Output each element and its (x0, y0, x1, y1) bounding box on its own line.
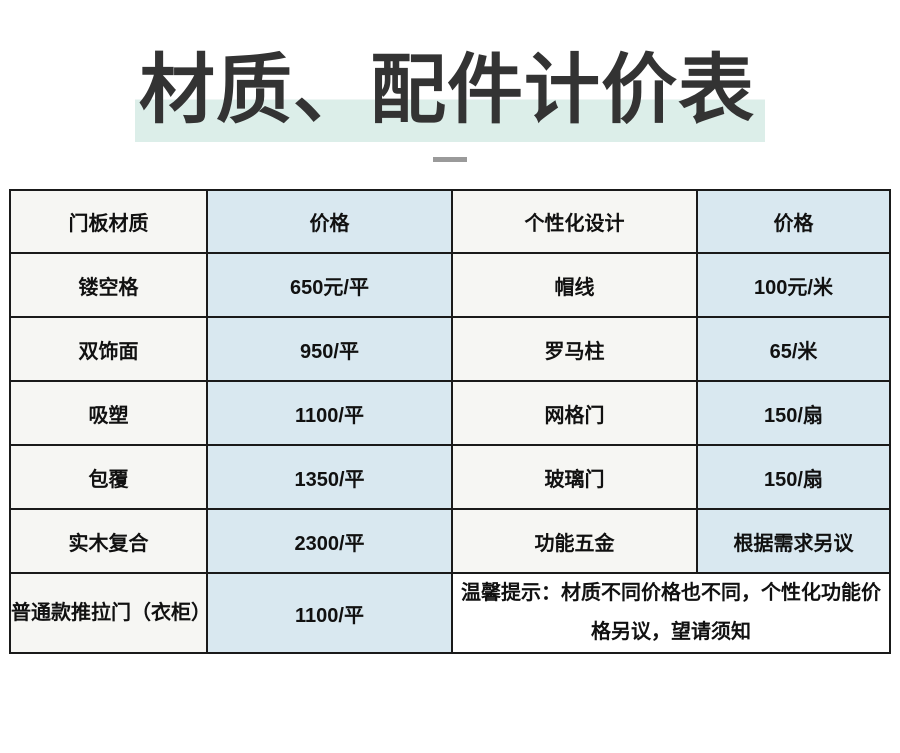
cell-design: 功能五金 (451, 508, 698, 575)
cell-design: 帽线 (451, 252, 698, 319)
cell-price: 150/扇 (696, 380, 891, 447)
cell-material: 双饰面 (9, 316, 208, 383)
note-cell: 温馨提示：材质不同价格也不同，个性化功能价格另议，望请须知 (451, 572, 891, 655)
table-row: 包覆 1350/平 玻璃门 150/扇 (9, 444, 891, 511)
cell-material: 包覆 (9, 444, 208, 511)
cell-price: 2300/平 (206, 508, 453, 575)
table-row: 镂空格 650元/平 帽线 100元/米 (9, 252, 891, 319)
cell-material: 普通款推拉门（衣柜） (9, 572, 211, 655)
header-personalized-design: 个性化设计 (451, 189, 698, 255)
cell-price: 1350/平 (206, 444, 453, 511)
table-row-last: 普通款推拉门（衣柜） 1100/平 温馨提示：材质不同价格也不同，个性化功能价格… (9, 572, 891, 655)
cell-price: 根据需求另议 (696, 508, 891, 575)
header-price-1: 价格 (206, 189, 453, 255)
cell-price: 1100/平 (206, 380, 453, 447)
table-row: 双饰面 950/平 罗马柱 65/米 (9, 316, 891, 383)
header-door-material: 门板材质 (9, 189, 208, 255)
cell-material: 镂空格 (9, 252, 208, 319)
title-block: 材质、配件计价表 (0, 49, 900, 143)
table-row: 吸塑 1100/平 网格门 150/扇 (9, 380, 891, 447)
pricing-table: 门板材质 价格 个性化设计 价格 镂空格 650元/平 帽线 100元/米 双饰… (9, 189, 891, 655)
cell-price: 150/扇 (696, 444, 891, 511)
cell-design: 网格门 (451, 380, 698, 447)
table-row: 实木复合 2300/平 功能五金 根据需求另议 (9, 508, 891, 575)
cell-price: 65/米 (696, 316, 891, 383)
table-header: 门板材质 价格 个性化设计 价格 (9, 189, 891, 255)
cell-price: 100元/米 (696, 252, 891, 319)
cell-design: 玻璃门 (451, 444, 698, 511)
header-row: 门板材质 价格 个性化设计 价格 (9, 189, 891, 255)
cell-material: 实木复合 (9, 508, 208, 575)
cell-price: 950/平 (206, 316, 453, 383)
title-divider (433, 157, 467, 163)
cell-material: 吸塑 (9, 380, 208, 447)
cell-design: 罗马柱 (451, 316, 698, 383)
cell-price: 650元/平 (206, 252, 453, 319)
header-price-2: 价格 (696, 189, 891, 255)
table-body: 镂空格 650元/平 帽线 100元/米 双饰面 950/平 罗马柱 65/米 … (9, 252, 891, 655)
cell-price: 1100/平 (206, 572, 453, 655)
page-title: 材质、配件计价表 (135, 49, 765, 143)
